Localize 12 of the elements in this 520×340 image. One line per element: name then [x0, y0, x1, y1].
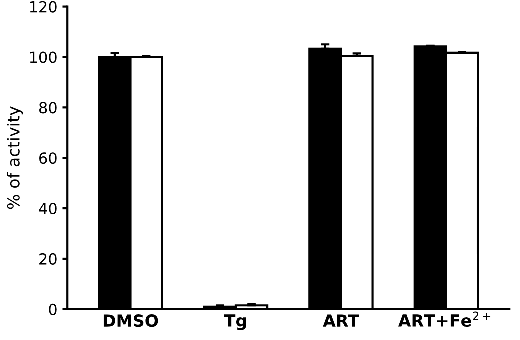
x-tick-label: ART+Fe$^{2+}$ [398, 312, 491, 328]
y-tick-label: 20 [40, 253, 57, 265]
x-tick-label: Tg [224, 314, 246, 330]
y-tick-label: 100 [30, 52, 57, 64]
y-tick-label: 120 [30, 1, 57, 13]
y-axis-title: % of activity [7, 106, 24, 210]
y-tick-label: 80 [39, 102, 57, 114]
y-tick-label: 0 [49, 304, 57, 316]
x-tick-label: ART [323, 314, 360, 327]
x-tick-label: DMSO [104, 314, 158, 328]
y-tick-label: 40 [39, 203, 57, 215]
y-tick-label: 60 [40, 152, 57, 164]
